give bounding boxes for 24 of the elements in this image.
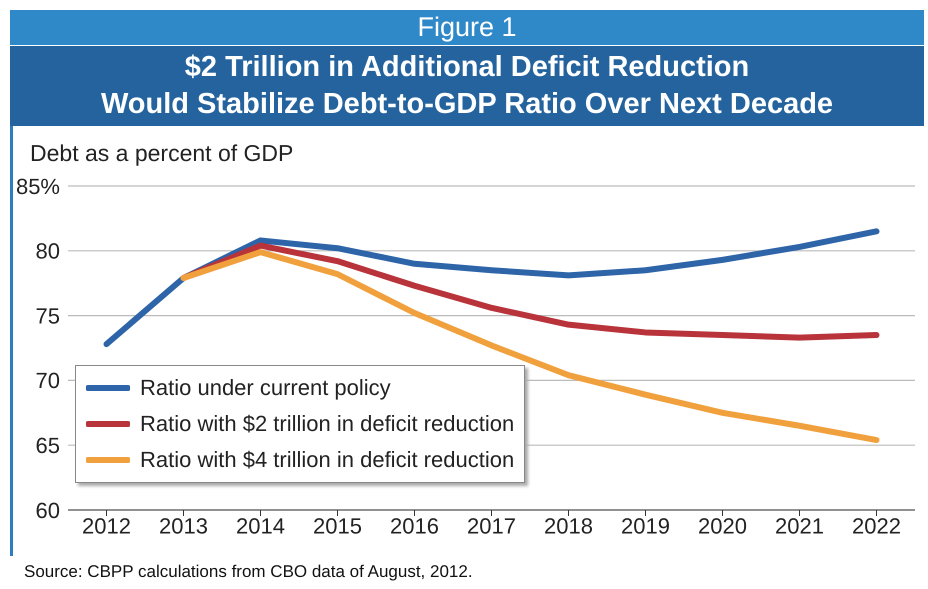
y-tick-label: 75: [36, 303, 60, 328]
source-note: Source: CBPP calculations from CBO data of August, 2012.: [24, 562, 473, 582]
x-tick-label: 2014: [236, 514, 285, 539]
x-tick-label: 2018: [544, 514, 593, 539]
chart-subtitle: Figure 1: [10, 10, 924, 45]
x-tick-label: 2020: [698, 514, 747, 539]
y-tick-label: 70: [36, 368, 60, 394]
x-tick-label: 2017: [467, 514, 516, 539]
x-tick-label: 2021: [775, 514, 824, 539]
y-tick-label: 65: [36, 433, 60, 458]
legend-label: Ratio with $2 trillion in deficit reduction: [140, 411, 514, 437]
x-tick-label: 2016: [390, 514, 439, 539]
chart-title: $2 Trillion in Additional Deficit Reduction Would Stabilize Debt-to-GDP Ratio Over Next Decade: [10, 46, 924, 126]
legend-label: Ratio with $4 trillion in deficit reduction: [140, 447, 514, 473]
y-axis-title: Debt as a percent of GDP: [30, 140, 294, 167]
x-tick-label: 2013: [159, 514, 208, 539]
x-tick-label: 2019: [621, 514, 670, 539]
y-tick-label: 60: [36, 498, 60, 523]
x-tick-label: 2015: [313, 514, 362, 539]
y-tick-label: 80: [36, 238, 60, 264]
legend-label: Ratio under current policy: [140, 375, 391, 401]
y-tick-label: 85%: [16, 174, 60, 199]
x-tick-label: 2022: [852, 514, 901, 539]
x-tick-label: 2012: [82, 514, 131, 539]
